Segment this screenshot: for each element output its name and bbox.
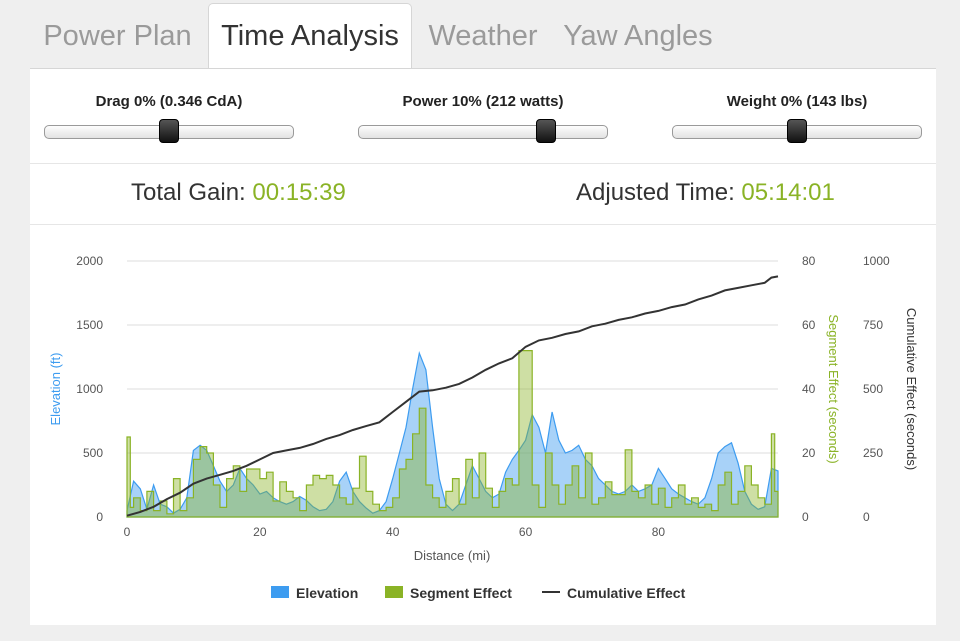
cumulative-tick-label: 500 (863, 382, 883, 396)
adjusted-time-label: Adjusted Time: (576, 179, 735, 206)
elevation-tick-label: 0 (96, 510, 103, 524)
cumulative-effect-line (126, 275, 779, 517)
drag-slider-label: Drag 0% (0.346 CdA) (95, 93, 243, 110)
x-axis-title: Distance (mi) (414, 548, 491, 563)
power-slider-handle[interactable] (535, 119, 556, 143)
segment-tick-label: 0 (802, 510, 809, 524)
segment-tick-label: 20 (802, 446, 816, 460)
elevation-axis-title: Elevation (ft) (48, 353, 63, 426)
legend-elevation-swatch (271, 586, 289, 598)
segment-effect-area (126, 350, 779, 518)
elevation-tick-label: 1500 (76, 318, 103, 332)
legend-elevation-label: Elevation (296, 585, 358, 601)
elevation-tick-label: 2000 (76, 254, 103, 268)
x-tick-label: 60 (519, 525, 533, 539)
x-tick-label: 20 (253, 525, 267, 539)
cumulative-tick-label: 250 (863, 446, 883, 460)
cumulative-tick-label: 750 (863, 318, 883, 332)
slider-group: Drag 0% (0.346 CdA) Power 10% (212 watts… (30, 69, 936, 164)
total-gain: Total Gain: 00:15:39 (131, 179, 346, 207)
segment-axis-title: Segment Effect (seconds) (826, 314, 841, 463)
elevation-tick-label: 500 (83, 446, 103, 460)
cumulative-tick-label: 0 (863, 510, 870, 524)
cumulative-tick-label: 1000 (863, 254, 890, 268)
x-tick-label: 40 (386, 525, 400, 539)
segment-tick-label: 40 (802, 382, 816, 396)
segment-tick-label: 60 (802, 318, 816, 332)
weight-slider-label: Weight 0% (143 lbs) (726, 93, 868, 110)
tab-time-analysis[interactable]: Time Analysis (208, 3, 412, 69)
legend-cumulative-label: Cumulative Effect (567, 585, 686, 601)
total-gain-value: 00:15:39 (252, 179, 346, 206)
time-analysis-panel: Drag 0% (0.346 CdA) Power 10% (212 watts… (30, 68, 936, 625)
adjusted-time: Adjusted Time: 05:14:01 (576, 179, 835, 207)
x-tick-label: 80 (652, 525, 666, 539)
adjusted-time-value: 05:14:01 (741, 179, 835, 206)
segment-tick-label: 80 (802, 254, 816, 268)
power-slider-label: Power 10% (212 watts) (402, 93, 564, 110)
legend-segment-label: Segment Effect (410, 585, 512, 601)
tab-weather[interactable]: Weather (428, 20, 538, 52)
tab-bar: Power Plan Time Analysis Weather Yaw Ang… (30, 0, 936, 69)
drag-slider-handle[interactable] (159, 119, 179, 143)
weight-slider-handle[interactable] (787, 119, 807, 143)
tab-power-plan[interactable]: Power Plan (43, 20, 192, 52)
summary-bar: Total Gain: 00:15:39 Adjusted Time: 05:1… (30, 165, 936, 225)
x-tick-label: 0 (124, 525, 131, 539)
elevation-tick-label: 1000 (76, 382, 103, 396)
legend-segment-swatch (385, 586, 403, 598)
tab-yaw-angles[interactable]: Yaw Angles (563, 20, 713, 52)
cumulative-axis-title: Cumulative Effect (seconds) (904, 308, 919, 470)
elevation-area (126, 351, 779, 518)
total-gain-label: Total Gain: (131, 179, 246, 206)
